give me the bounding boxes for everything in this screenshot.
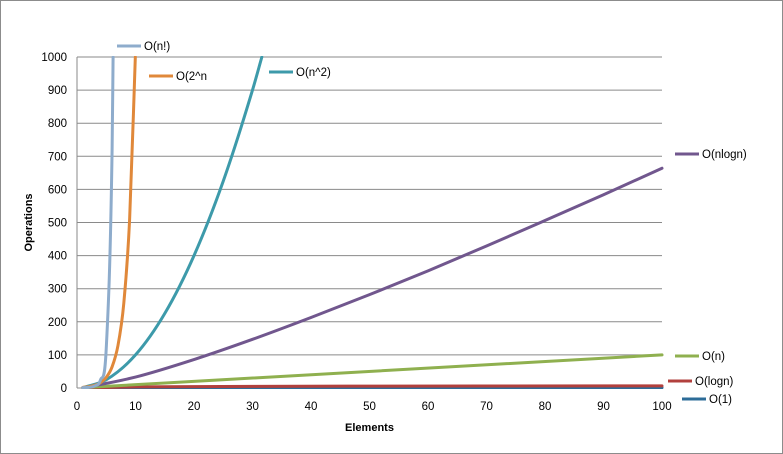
series-label: O(2^n [176, 71, 207, 83]
x-axis-title: Elements [345, 422, 394, 434]
x-tick-label: 100 [652, 401, 671, 413]
series-label: O(n^2) [296, 67, 331, 79]
y-tick-label: 0 [61, 383, 67, 395]
x-tick-label: 80 [539, 401, 552, 413]
y-tick-label: 500 [48, 218, 67, 230]
y-axis-title: Operations [23, 193, 35, 251]
series-label: O(n) [702, 351, 725, 363]
y-tick-label: 100 [48, 350, 67, 362]
series-line [81, 56, 264, 389]
x-tick-label: 20 [188, 401, 201, 413]
x-tick-label: 50 [363, 401, 376, 413]
series-label: O(1) [709, 394, 732, 406]
series-line [81, 353, 664, 389]
y-tick-label: 200 [48, 317, 67, 329]
x-tick-label: 40 [305, 401, 318, 413]
series-label: O(logn) [695, 376, 734, 388]
series-lines [81, 56, 664, 389]
y-tick-label: 1000 [41, 52, 67, 64]
series-line [81, 56, 115, 389]
x-tick-label: 70 [480, 401, 493, 413]
series-line [81, 166, 664, 389]
y-tick-label: 300 [48, 284, 67, 296]
x-tick-label: 60 [422, 401, 435, 413]
x-tick-label: 90 [597, 401, 610, 413]
gridlines [77, 56, 662, 356]
series-label: O(n!) [144, 41, 170, 53]
y-tick-label: 800 [48, 118, 67, 130]
x-tick-label: 0 [74, 401, 80, 413]
series-label: O(nlogn) [702, 149, 747, 161]
y-tick-label: 600 [48, 184, 67, 196]
y-tick-labels: 0 100 200 300 400 500 600 700 800 900 1000 [41, 52, 67, 395]
x-tick-labels: 0 10 20 30 40 50 60 70 80 90 100 [74, 401, 672, 413]
x-tick-label: 30 [246, 401, 259, 413]
series-labels: O(n!) O(2^n O(n^2) O(nlogn) O(n) O(logn) O(1) [117, 41, 747, 406]
series-line [81, 384, 664, 389]
x-tick-label: 10 [129, 401, 142, 413]
y-tick-label: 900 [48, 85, 67, 97]
y-tick-label: 400 [48, 251, 67, 263]
y-tick-label: 700 [48, 151, 67, 163]
